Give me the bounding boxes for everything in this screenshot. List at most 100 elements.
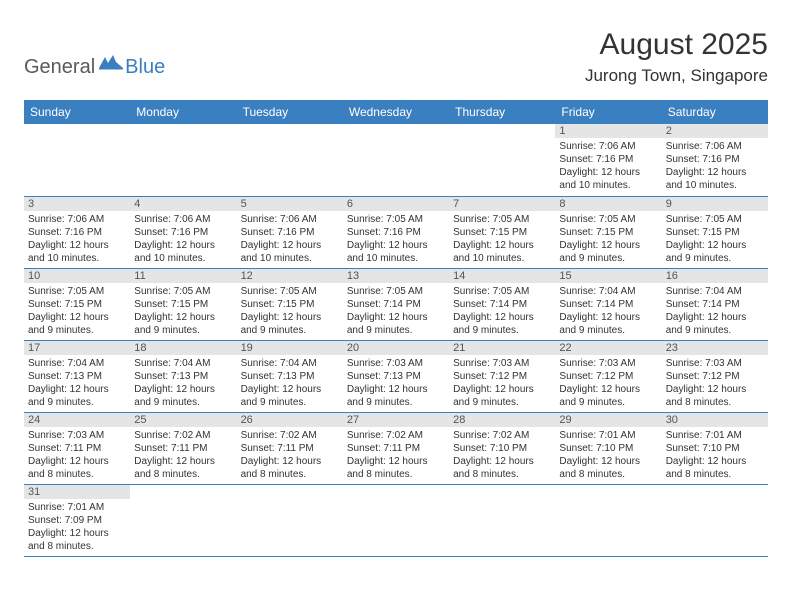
day-info: Sunrise: 7:06 AMSunset: 7:16 PMDaylight:…	[666, 140, 764, 192]
day-info: Sunrise: 7:05 AMSunset: 7:15 PMDaylight:…	[28, 285, 126, 337]
day-info: Sunrise: 7:05 AMSunset: 7:14 PMDaylight:…	[453, 285, 551, 337]
calendar-day-cell: 10 Sunrise: 7:05 AMSunset: 7:15 PMDayligh…	[24, 268, 130, 340]
day-info: Sunrise: 7:06 AMSunset: 7:16 PMDaylight:…	[134, 213, 232, 265]
day-info: Sunrise: 7:06 AMSunset: 7:16 PMDaylight:…	[28, 213, 126, 265]
calendar-day-cell: 8 Sunrise: 7:05 AMSunset: 7:15 PMDaylight…	[555, 196, 661, 268]
calendar-week-row: 31 Sunrise: 7:01 AMSunset: 7:09 PMDayligh…	[24, 484, 768, 556]
month-title: August 2025	[585, 28, 768, 62]
calendar-day-cell: 13 Sunrise: 7:05 AMSunset: 7:14 PMDayligh…	[343, 268, 449, 340]
calendar-day-cell	[449, 484, 555, 556]
calendar-day-cell: 29Sunrise: 7:01 AMSunset: 7:10 PMDayligh…	[555, 412, 661, 484]
weekday-header: Friday	[555, 100, 661, 124]
weekday-header: Monday	[130, 100, 236, 124]
day-number: 1	[555, 124, 661, 138]
location: Jurong Town, Singapore	[585, 66, 768, 86]
day-info: Sunrise: 7:05 AMSunset: 7:15 PMDaylight:…	[241, 285, 339, 337]
logo-text-general: General	[24, 56, 95, 79]
calendar-day-cell: 27 Sunrise: 7:02 AMSunset: 7:11 PMDayligh…	[343, 412, 449, 484]
day-number: 14	[449, 269, 555, 283]
day-number: 15	[555, 269, 661, 283]
day-number: 20	[343, 341, 449, 355]
day-number: 8	[555, 197, 661, 211]
day-info: Sunrise: 7:05 AMSunset: 7:15 PMDaylight:…	[559, 213, 657, 265]
weekday-header-row: Sunday Monday Tuesday Wednesday Thursday…	[24, 100, 768, 124]
calendar-day-cell: 9 Sunrise: 7:05 AMSunset: 7:15 PMDaylight…	[662, 196, 768, 268]
calendar-day-cell: 30 Sunrise: 7:01 AMSunset: 7:10 PMDayligh…	[662, 412, 768, 484]
day-number: 16	[662, 269, 768, 283]
day-number: 19	[237, 341, 343, 355]
day-number: 5	[237, 197, 343, 211]
day-number: 10	[24, 269, 130, 283]
calendar-day-cell: 12Sunrise: 7:05 AMSunset: 7:15 PMDayligh…	[237, 268, 343, 340]
calendar-day-cell: 6Sunrise: 7:05 AMSunset: 7:16 PMDaylight…	[343, 196, 449, 268]
day-info: Sunrise: 7:02 AMSunset: 7:11 PMDaylight:…	[134, 429, 232, 481]
calendar-day-cell: 24 Sunrise: 7:03 AMSunset: 7:11 PMDayligh…	[24, 412, 130, 484]
calendar-day-cell: 28 Sunrise: 7:02 AMSunset: 7:10 PMDayligh…	[449, 412, 555, 484]
calendar-day-cell: 23Sunrise: 7:03 AMSunset: 7:12 PMDayligh…	[662, 340, 768, 412]
header: General Blue August 2025 Jurong Town, Si…	[24, 28, 768, 86]
day-info: Sunrise: 7:03 AMSunset: 7:12 PMDaylight:…	[559, 357, 657, 409]
calendar-day-cell: 14 Sunrise: 7:05 AMSunset: 7:14 PMDayligh…	[449, 268, 555, 340]
calendar-day-cell: 31 Sunrise: 7:01 AMSunset: 7:09 PMDayligh…	[24, 484, 130, 556]
calendar-week-row: 1 Sunrise: 7:06 AMSunset: 7:16 PMDaylight…	[24, 124, 768, 196]
day-info: Sunrise: 7:04 AMSunset: 7:13 PMDaylight:…	[134, 357, 232, 409]
day-info: Sunrise: 7:06 AMSunset: 7:16 PMDaylight:…	[241, 213, 339, 265]
calendar-day-cell: 15 Sunrise: 7:04 AMSunset: 7:14 PMDayligh…	[555, 268, 661, 340]
day-number: 7	[449, 197, 555, 211]
day-number: 22	[555, 341, 661, 355]
day-number: 26	[237, 413, 343, 427]
weekday-header: Wednesday	[343, 100, 449, 124]
day-number: 13	[343, 269, 449, 283]
calendar-week-row: 17 Sunrise: 7:04 AMSunset: 7:13 PMDayligh…	[24, 340, 768, 412]
calendar-day-cell	[130, 124, 236, 196]
calendar-week-row: 3 Sunrise: 7:06 AMSunset: 7:16 PMDaylight…	[24, 196, 768, 268]
day-number: 28	[449, 413, 555, 427]
day-number: 2	[662, 124, 768, 138]
day-number: 17	[24, 341, 130, 355]
logo-text-blue: Blue	[125, 56, 165, 79]
day-number: 3	[24, 197, 130, 211]
calendar-day-cell	[24, 124, 130, 196]
day-info: Sunrise: 7:05 AMSunset: 7:14 PMDaylight:…	[347, 285, 445, 337]
calendar-day-cell	[237, 124, 343, 196]
day-info: Sunrise: 7:02 AMSunset: 7:10 PMDaylight:…	[453, 429, 551, 481]
day-number: 24	[24, 413, 130, 427]
day-info: Sunrise: 7:03 AMSunset: 7:12 PMDaylight:…	[453, 357, 551, 409]
day-info: Sunrise: 7:01 AMSunset: 7:10 PMDaylight:…	[666, 429, 764, 481]
day-number: 18	[130, 341, 236, 355]
weekday-header: Tuesday	[237, 100, 343, 124]
calendar-day-cell	[555, 484, 661, 556]
day-info: Sunrise: 7:05 AMSunset: 7:15 PMDaylight:…	[666, 213, 764, 265]
day-number: 31	[24, 485, 130, 499]
day-info: Sunrise: 7:05 AMSunset: 7:15 PMDaylight:…	[453, 213, 551, 265]
calendar-day-cell: 26Sunrise: 7:02 AMSunset: 7:11 PMDayligh…	[237, 412, 343, 484]
day-info: Sunrise: 7:03 AMSunset: 7:11 PMDaylight:…	[28, 429, 126, 481]
calendar-table: Sunday Monday Tuesday Wednesday Thursday…	[24, 100, 768, 557]
day-info: Sunrise: 7:01 AMSunset: 7:09 PMDaylight:…	[28, 501, 126, 553]
day-info: Sunrise: 7:04 AMSunset: 7:13 PMDaylight:…	[28, 357, 126, 409]
day-number: 30	[662, 413, 768, 427]
calendar-week-row: 10 Sunrise: 7:05 AMSunset: 7:15 PMDayligh…	[24, 268, 768, 340]
day-info: Sunrise: 7:04 AMSunset: 7:14 PMDaylight:…	[559, 285, 657, 337]
day-number: 21	[449, 341, 555, 355]
day-number: 25	[130, 413, 236, 427]
day-number: 6	[343, 197, 449, 211]
calendar-day-cell: 7 Sunrise: 7:05 AMSunset: 7:15 PMDaylight…	[449, 196, 555, 268]
day-number: 9	[662, 197, 768, 211]
calendar-day-cell: 17 Sunrise: 7:04 AMSunset: 7:13 PMDayligh…	[24, 340, 130, 412]
calendar-day-cell: 19Sunrise: 7:04 AMSunset: 7:13 PMDayligh…	[237, 340, 343, 412]
calendar-day-cell: 25 Sunrise: 7:02 AMSunset: 7:11 PMDayligh…	[130, 412, 236, 484]
calendar-day-cell	[449, 124, 555, 196]
calendar-day-cell: 1Sunrise: 7:06 AMSunset: 7:16 PMDaylight…	[555, 124, 661, 196]
logo: General Blue	[24, 28, 165, 81]
title-block: August 2025 Jurong Town, Singapore	[585, 28, 768, 86]
calendar-day-cell: 11Sunrise: 7:05 AMSunset: 7:15 PMDayligh…	[130, 268, 236, 340]
day-number: 11	[130, 269, 236, 283]
weekday-header: Sunday	[24, 100, 130, 124]
day-info: Sunrise: 7:03 AMSunset: 7:13 PMDaylight:…	[347, 357, 445, 409]
day-info: Sunrise: 7:04 AMSunset: 7:14 PMDaylight:…	[666, 285, 764, 337]
day-number: 27	[343, 413, 449, 427]
day-info: Sunrise: 7:02 AMSunset: 7:11 PMDaylight:…	[347, 429, 445, 481]
logo-flag-icon	[99, 54, 123, 75]
calendar-day-cell	[237, 484, 343, 556]
